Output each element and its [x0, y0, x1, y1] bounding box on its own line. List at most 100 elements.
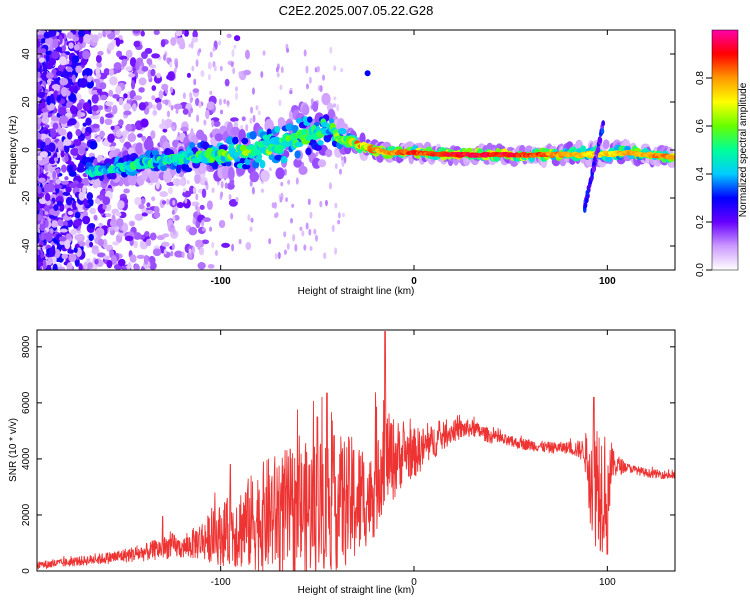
spectrogram-cell — [192, 217, 196, 225]
spectrogram-cell — [96, 61, 102, 69]
spectrogram-cell — [74, 211, 81, 219]
spectrogram-cell — [171, 243, 175, 251]
spectrogram-cell — [331, 224, 335, 233]
spectrogram-cell — [205, 109, 210, 120]
spectrogram-cell — [172, 199, 176, 206]
spectrogram-cell — [218, 98, 222, 106]
spectrogram-cell — [93, 214, 98, 221]
spectrogram-cell — [291, 203, 295, 208]
colorbar-tick-label: 0.0 — [695, 263, 706, 277]
spectrogram-cell — [38, 177, 46, 183]
spectrogram-cell — [133, 263, 140, 270]
spectrogram-cell — [188, 112, 192, 118]
spectrogram-cell — [299, 226, 303, 231]
spectrogram-cell — [274, 252, 278, 260]
spectrogram-cell — [44, 162, 49, 172]
spectrogram-cell — [168, 186, 173, 195]
spectrogram-cell — [169, 86, 173, 93]
spectrogram-cell — [78, 263, 83, 270]
spectrogram-cell — [57, 266, 66, 270]
spectrogram-cell — [242, 69, 252, 76]
spectrogram-cell — [289, 90, 293, 95]
spectrogram-cell — [99, 130, 105, 138]
spectrogram-cell — [99, 82, 107, 90]
spectrogram-cell — [278, 99, 282, 107]
spectrogram-cell — [59, 77, 69, 86]
spectrogram-cell — [58, 236, 67, 242]
spectrogram-cell — [165, 99, 169, 106]
spectrogram-cell — [274, 212, 278, 219]
spectrogram-cell — [95, 227, 105, 237]
snr-frame — [36, 329, 676, 572]
spectrogram-cell — [55, 71, 64, 76]
spectrogram-cell — [305, 147, 312, 156]
spectrogram-cell — [111, 214, 116, 224]
spectrogram-cell — [82, 102, 91, 112]
spectrogram-cell — [201, 188, 207, 198]
spectrogram-cell — [280, 66, 284, 74]
spectrogram-cell — [89, 207, 97, 215]
spectrogram-cell — [97, 105, 104, 111]
spectrogram-cell — [78, 146, 85, 155]
spectrogram-cell — [592, 161, 596, 168]
spectrogram-cell — [137, 133, 143, 138]
spectrogram-cell — [91, 34, 99, 43]
spectrogram-cell — [163, 170, 173, 183]
spectrogram-cell — [88, 223, 96, 229]
spectrogram-cell — [118, 119, 124, 127]
spectrogram-cell — [64, 239, 71, 250]
spectrogram-cell — [73, 85, 79, 94]
spectrogram-cell — [125, 66, 133, 72]
spectrogram-cell — [47, 257, 53, 266]
spectrogram-cell — [175, 61, 179, 69]
spectrogram-cell — [192, 30, 198, 39]
spectrogram-cell — [51, 221, 59, 228]
spectrogram-cell — [231, 243, 235, 252]
spectrogram-cell — [337, 212, 341, 219]
spectrogram-cell — [51, 51, 60, 60]
spectrogram-cell — [138, 87, 145, 93]
spectrogram-cell — [121, 59, 128, 66]
spectrogram-cell — [102, 255, 111, 260]
spectrogram-cell — [364, 70, 371, 77]
spectrogram-cell — [591, 167, 596, 174]
spectrogram-cell — [172, 125, 176, 132]
spectrogram-cell — [249, 117, 253, 124]
spectrogram-cell — [65, 233, 72, 240]
spectrogram-cell — [97, 32, 103, 39]
spectrogram-cell — [127, 262, 132, 269]
spectrogram-cell — [37, 71, 41, 79]
spectrogram-cell — [173, 103, 183, 110]
spectrogram-cell — [127, 172, 138, 186]
spectrogram-cell — [602, 139, 610, 150]
spectrogram-cell — [170, 250, 174, 257]
spectrogram-cell — [49, 128, 57, 138]
spectrogram-cell — [39, 141, 46, 148]
spectrogram-cell — [64, 176, 69, 181]
spectrogram-cell — [66, 66, 73, 73]
spectrogram-cell — [195, 239, 203, 247]
spectrogram-cell — [51, 84, 61, 90]
spectrogram-cell — [64, 112, 73, 117]
spectrogram-cell — [45, 50, 52, 56]
spectrogram-cell — [61, 253, 68, 260]
spectrogram-cell — [108, 89, 114, 97]
spectrogram-cell — [44, 232, 53, 242]
spectrogram-cell — [294, 141, 304, 148]
spectrogram-cell — [74, 257, 80, 267]
spectrogram-cell — [100, 94, 108, 101]
spectrogram-cell — [206, 200, 213, 210]
spectrogram-cell — [294, 150, 301, 159]
spectrogram-cell — [235, 196, 239, 203]
spectrogram-cell — [188, 185, 195, 195]
spectrogram-cell — [39, 223, 46, 232]
spectrogram-cell — [240, 124, 244, 131]
spectrogram-cell — [37, 81, 41, 90]
spectrogram-cell — [136, 254, 145, 259]
spectrogram-cell — [182, 187, 186, 193]
spectrogram-cell — [112, 93, 120, 99]
spectrogram-x-tick-label: -100 — [211, 276, 231, 287]
spectrogram-cell — [68, 164, 74, 175]
spectrogram-cell — [262, 139, 271, 146]
spectrogram-cell — [113, 62, 122, 70]
